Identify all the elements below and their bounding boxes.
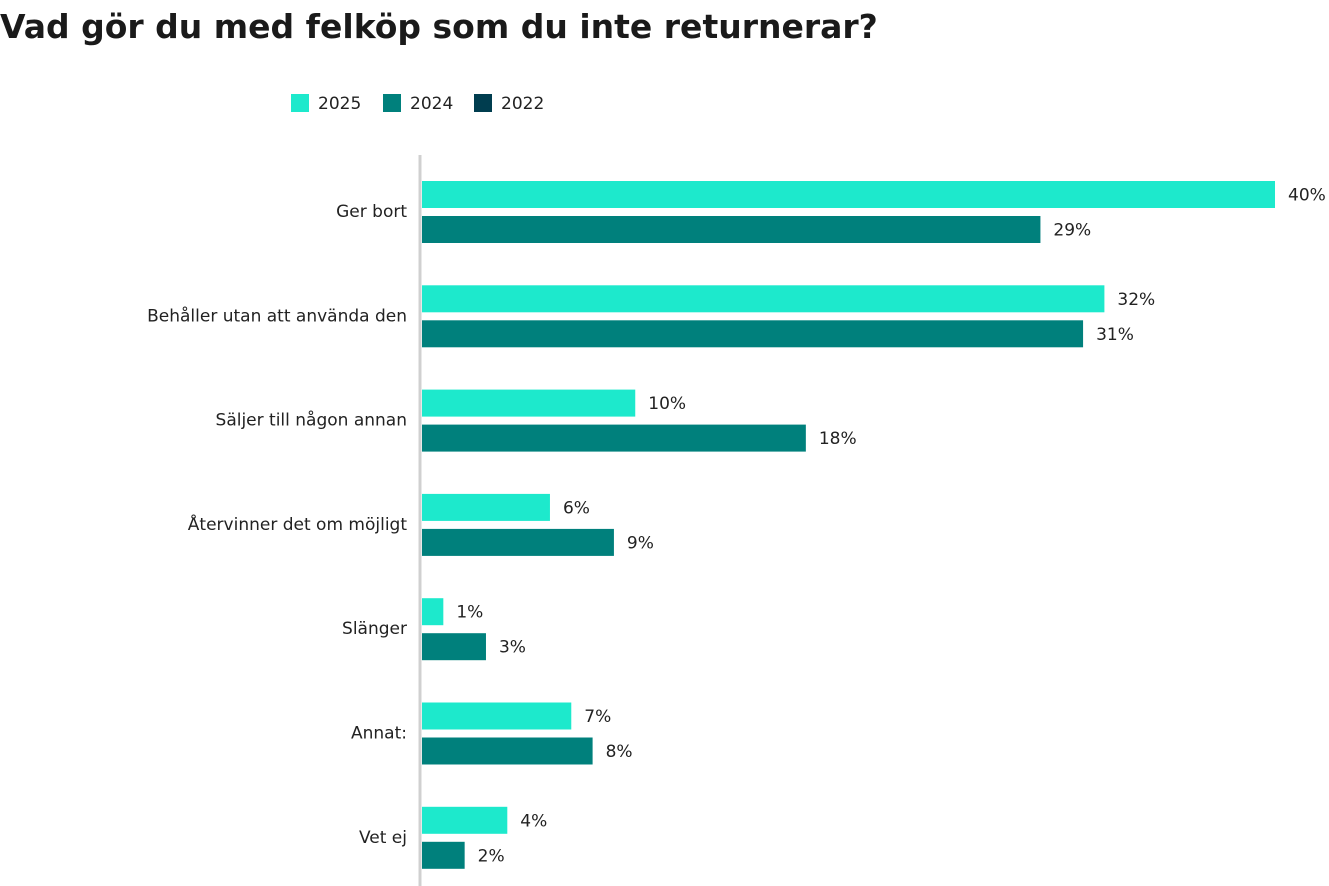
category-label: Behåller utan att använda den — [147, 305, 407, 326]
bar — [422, 389, 636, 417]
bar — [422, 181, 1275, 208]
category-label: Vet ej — [359, 828, 407, 848]
value-label: 40% — [1288, 186, 1326, 206]
value-label: 10% — [648, 394, 686, 414]
bar — [422, 737, 593, 765]
category-label: Ger bort — [336, 202, 407, 222]
legend-swatch — [474, 94, 492, 112]
category-label: Annat: — [351, 724, 407, 744]
bar — [422, 528, 614, 556]
value-label: 8% — [606, 742, 633, 762]
value-label: 7% — [584, 707, 611, 727]
category-label: Slänger — [342, 619, 407, 639]
value-label: 9% — [627, 533, 654, 553]
value-label: 6% — [563, 498, 590, 518]
category-label: Säljer till någon annan — [216, 410, 407, 431]
bar — [422, 633, 486, 661]
value-label: 1% — [456, 603, 483, 623]
value-label: 31% — [1096, 325, 1134, 345]
bar — [422, 702, 572, 730]
bar — [422, 806, 508, 834]
bar — [422, 216, 1041, 243]
bar — [422, 320, 1084, 348]
bar — [422, 424, 806, 452]
value-label: 18% — [819, 429, 857, 449]
bar — [422, 841, 465, 869]
value-label: 29% — [1053, 221, 1091, 241]
value-label: 3% — [499, 638, 526, 658]
value-label: 32% — [1117, 290, 1155, 310]
value-label: 2% — [478, 846, 505, 866]
legend-label: 2024 — [410, 94, 453, 114]
category-label: Återvinner det om möjligt — [188, 513, 408, 535]
value-label: 4% — [520, 811, 547, 831]
legend-swatch — [383, 94, 401, 112]
legend-label: 2022 — [501, 94, 544, 114]
legend-swatch — [291, 94, 309, 112]
chart-title: Vad gör du med felköp som du inte return… — [0, 7, 878, 46]
bar — [422, 598, 444, 626]
bar — [422, 493, 550, 521]
legend-label: 2025 — [318, 94, 361, 114]
bar — [422, 285, 1105, 313]
